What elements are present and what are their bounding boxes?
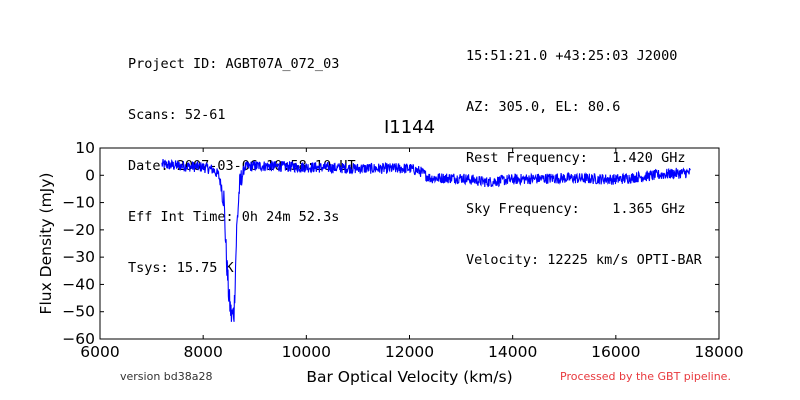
velocity-text: Velocity: 12225 km/s OPTI-BAR <box>466 252 702 268</box>
series-line <box>161 159 691 322</box>
y-tick-label: −50 <box>62 303 95 321</box>
y-axis-label: Flux Density (mJy) <box>37 173 55 315</box>
rest-frequency-text: Rest Frequency: 1.420 GHz <box>466 150 686 166</box>
y-tick-label: −30 <box>62 248 95 266</box>
az-el-text: AZ: 305.0, EL: 80.6 <box>466 99 621 115</box>
x-axis-label: Bar Optical Velocity (km/s) <box>306 368 512 386</box>
project-id-text: Project ID: AGBT07A_072_03 <box>128 56 340 72</box>
x-tick-label: 16000 <box>591 343 640 361</box>
y-tick-label: −60 <box>62 330 95 348</box>
processed-by-label: Processed by the GBT pipeline. <box>560 370 731 383</box>
x-tick-label: 18000 <box>694 343 743 361</box>
chart-title: I1144 <box>384 117 435 138</box>
y-tick-label: −40 <box>62 275 95 293</box>
int-time-text: Eff Int Time: 0h 24m 52.3s <box>128 209 340 225</box>
x-tick-label: 12000 <box>385 343 434 361</box>
sky-frequency-text: Sky Frequency: 1.365 GHz <box>466 201 686 217</box>
x-tick-label: 6000 <box>80 343 119 361</box>
version-label: version bd38a28 <box>120 370 213 383</box>
tsys-text: Tsys: 15.75 K <box>128 260 234 276</box>
coordinates-text: 15:51:21.0 +43:25:03 J2000 <box>466 48 678 64</box>
y-tick-label: −20 <box>62 221 95 239</box>
y-tick-label: 10 <box>75 139 95 157</box>
x-tick-label: 10000 <box>282 343 331 361</box>
x-tick-label: 8000 <box>183 343 222 361</box>
scans-text: Scans: 52-61 <box>128 107 226 123</box>
x-tick-label: 14000 <box>488 343 537 361</box>
date-text: Date: 2007-03-06 10:58:10 UT <box>128 158 356 174</box>
observation-info-left: Project ID: AGBT07A_072_03 Scans: 52-61 … <box>128 22 356 311</box>
y-tick-label: −10 <box>62 194 95 212</box>
observation-info-right: 15:51:21.0 +43:25:03 J2000 AZ: 305.0, EL… <box>466 14 702 303</box>
y-tick-label: 0 <box>85 166 95 184</box>
